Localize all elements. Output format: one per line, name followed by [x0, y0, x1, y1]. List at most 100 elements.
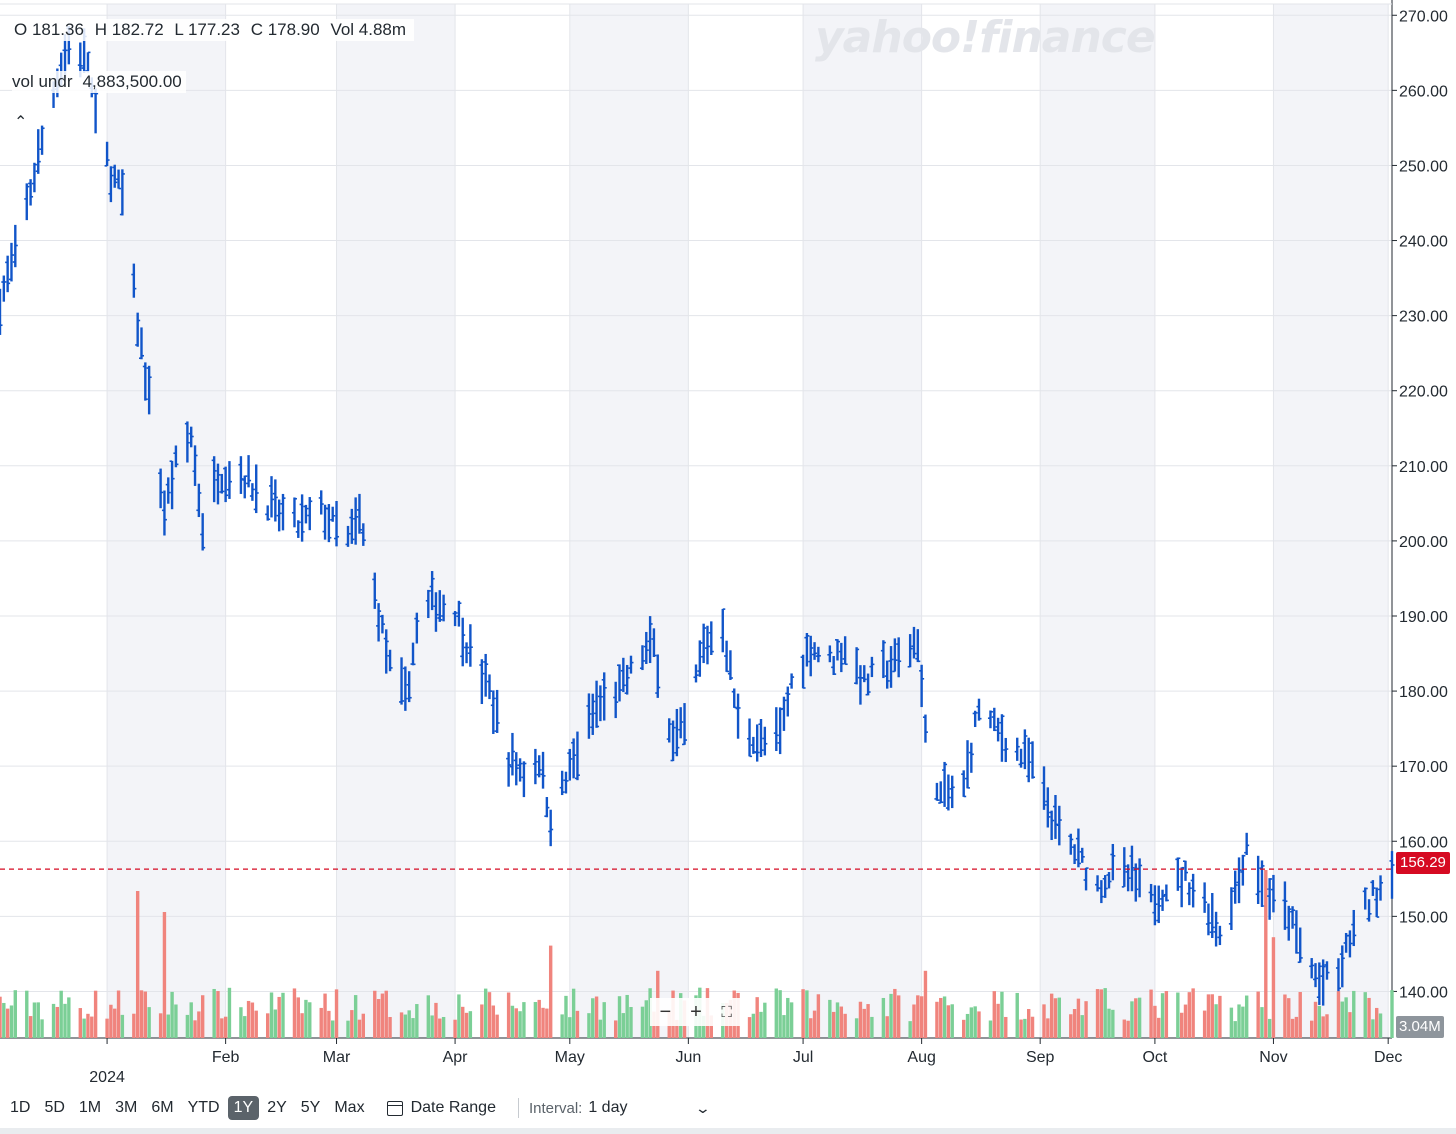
y-tick-label: 140.00: [1399, 984, 1448, 1001]
caret-up-icon[interactable]: ⌃: [14, 114, 28, 131]
volume-bar: [1237, 1004, 1241, 1038]
volume-bar: [1053, 998, 1058, 1038]
volume-bar: [843, 1013, 847, 1038]
volume-bar: [587, 1013, 591, 1038]
volume-bar: [594, 996, 599, 1038]
volume-bar: [942, 996, 947, 1038]
x-tick-label: Jun: [675, 1049, 701, 1066]
x-tick-label: Nov: [1259, 1049, 1287, 1066]
volume-value: Vol 4.88m: [330, 20, 407, 39]
yahoo-finance-watermark: yahoo!finance: [815, 12, 1156, 63]
zoom-controls: − + ⛶: [650, 998, 742, 1026]
range-6m-button[interactable]: 6M: [151, 1099, 174, 1116]
range-2y-button[interactable]: 2Y: [267, 1099, 287, 1116]
volume-bar: [1046, 1018, 1050, 1038]
volume-bar: [1264, 870, 1268, 1038]
volume-bar: [805, 990, 809, 1038]
volume-bar: [908, 1021, 912, 1038]
volume-bar: [174, 1004, 178, 1038]
volume-bar: [961, 1019, 966, 1038]
range-ytd-button[interactable]: YTD: [187, 1099, 220, 1116]
volume-bar: [896, 995, 901, 1038]
volume-bar: [1130, 1001, 1134, 1038]
volume-bar: [407, 1010, 411, 1038]
volume-bar: [919, 996, 924, 1038]
x-tick-label: Jul: [793, 1049, 813, 1066]
volume-bar: [965, 1013, 970, 1038]
price-chart[interactable]: 270.00 260.00 250.00 240.00 230.00 220.00 210.…: [0, 0, 1456, 1090]
volume-bar: [9, 1005, 14, 1038]
volume-bar: [55, 1006, 60, 1038]
chart-canvas[interactable]: 270.00 260.00 250.00 240.00 230.00 220.00 210.…: [0, 0, 1456, 1090]
volume-bar: [1309, 1020, 1314, 1038]
range-3m-button[interactable]: 3M: [115, 1099, 138, 1116]
volume-bar: [487, 992, 492, 1038]
volume-bar: [158, 1013, 163, 1038]
volume-bar: [361, 1013, 365, 1038]
open-value: O 181.36: [14, 20, 84, 39]
volume-bar: [63, 1003, 67, 1038]
volume-bar: [1352, 990, 1356, 1038]
volume-bar: [973, 1006, 977, 1038]
volume-bar: [709, 1015, 713, 1038]
volume-bar: [621, 1013, 626, 1038]
volume-bar: [1218, 995, 1222, 1038]
range-max-button[interactable]: Max: [334, 1099, 365, 1116]
volume-bar: [1298, 992, 1302, 1038]
interval-select[interactable]: Interval: 1 day ⌄: [529, 1099, 712, 1117]
range-1m-button[interactable]: 1M: [78, 1099, 102, 1116]
range-5d-button[interactable]: 5D: [44, 1099, 65, 1116]
y-tick-label: 200.00: [1399, 534, 1448, 551]
volume-bar: [617, 996, 622, 1038]
volume-bar: [1049, 993, 1054, 1038]
date-range-button[interactable]: Date Range: [386, 1099, 496, 1117]
volume-bar: [1363, 992, 1367, 1038]
ohlc-legend: O 181.36 H 182.72 L 177.23 C 178.90 Vol …: [12, 19, 415, 41]
range-1d-button[interactable]: 1D: [10, 1099, 31, 1116]
volume-bar: [977, 1011, 981, 1038]
volume-bar: [90, 1016, 94, 1038]
interval-value: 1 day: [588, 1099, 628, 1116]
volume-bar: [1122, 1019, 1127, 1038]
volume-bar: [1111, 1009, 1115, 1038]
volume-bar: [782, 1015, 786, 1038]
chevron-down-icon: ⌄: [695, 1099, 712, 1116]
range-5y-button[interactable]: 5Y: [300, 1099, 321, 1116]
zoom-in-button[interactable]: +: [690, 1000, 702, 1023]
volume-bar: [778, 990, 782, 1038]
volume-bar: [809, 1018, 813, 1038]
volume-bar: [571, 988, 576, 1038]
zoom-out-button[interactable]: −: [659, 1000, 672, 1023]
volume-bar: [514, 1008, 518, 1038]
volume-bar: [763, 1002, 767, 1038]
volume-bar: [67, 997, 71, 1038]
volume-bar: [464, 1012, 469, 1038]
volume-bar: [441, 1016, 446, 1038]
volume-bar: [346, 1020, 350, 1038]
volume-bar: [1027, 1009, 1031, 1038]
volume-bar: [1344, 997, 1348, 1038]
volume-bar: [1367, 997, 1371, 1038]
x-tick-label-year: 2024: [89, 1069, 125, 1086]
volume-bar: [1202, 1010, 1207, 1038]
volume-bar: [774, 988, 779, 1038]
volume-bar: [1229, 1007, 1234, 1038]
volume-bar: [996, 1003, 1000, 1038]
volume-bar: [376, 999, 381, 1038]
volume-bar: [564, 995, 568, 1038]
range-1y-button[interactable]: 1Y: [227, 1096, 260, 1120]
volume-bar: [135, 891, 140, 1038]
y-tick-label: 170.00: [1399, 759, 1448, 776]
volume-bar: [1191, 988, 1195, 1038]
fullscreen-icon[interactable]: ⛶: [721, 1003, 732, 1021]
volume-indicator-label: vol undr: [12, 72, 73, 91]
y-tick-label: 270.00: [1399, 8, 1448, 25]
volume-indicator-value: 4,883,500.00: [82, 72, 182, 91]
volume-bar: [1294, 1016, 1299, 1038]
volume-indicator-legend[interactable]: vol undr 4,883,500.00: [12, 71, 186, 93]
volume-bar: [575, 1010, 580, 1038]
volume-bar: [568, 1017, 572, 1038]
volume-bar: [1015, 992, 1019, 1038]
volume-bar: [281, 992, 285, 1038]
volume-bar: [1072, 1009, 1077, 1038]
